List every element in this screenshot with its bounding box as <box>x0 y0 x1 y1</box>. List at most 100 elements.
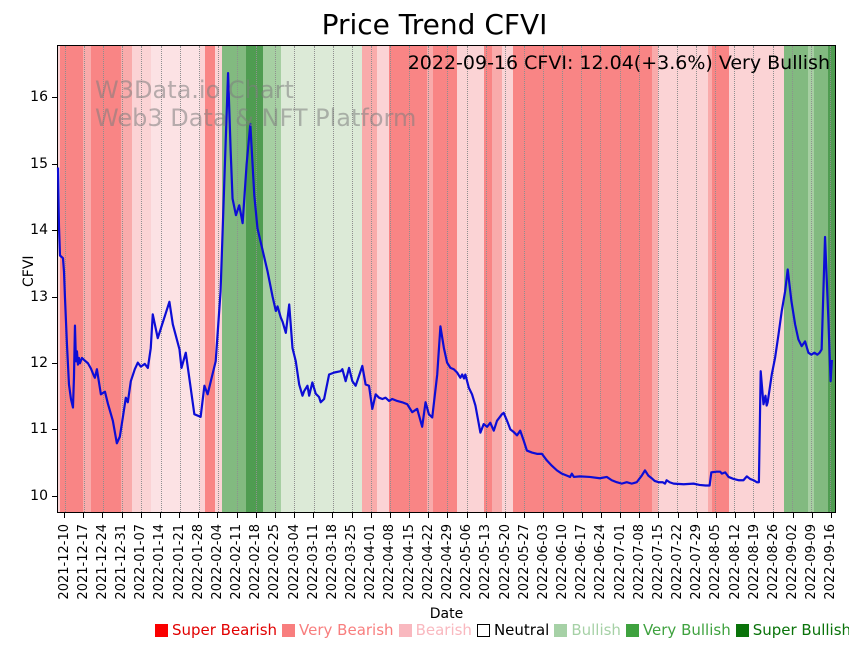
x-tick-label: 2022-03-18 <box>324 519 340 605</box>
sentiment-band-green_dark <box>245 46 264 512</box>
sentiment-band-pink_light <box>729 46 784 512</box>
x-tick-mark <box>811 513 813 518</box>
x-tick-label: 2022-02-18 <box>248 519 264 605</box>
gridline <box>370 46 372 512</box>
x-tick-label: 2022-04-15 <box>401 519 417 605</box>
y-tick-mark <box>52 97 57 99</box>
legend-label: Very Bullish <box>642 621 731 639</box>
cfvi-line-chart <box>56 71 834 487</box>
sentiment-band-salmon <box>711 46 730 512</box>
x-tick-mark <box>543 513 545 518</box>
x-tick-label: 2021-12-24 <box>94 519 110 605</box>
x-tick-label: 2022-07-29 <box>689 519 705 605</box>
legend-label: Bullish <box>571 621 621 639</box>
x-tick-mark <box>600 513 602 518</box>
x-tick-mark <box>64 513 65 518</box>
x-tick-mark <box>658 513 660 518</box>
x-tick-label: 2021-12-17 <box>75 519 91 605</box>
x-tick-label-text: 2022-02-18 <box>248 524 264 600</box>
y-tick-label: 10 <box>30 487 48 504</box>
x-tick-label: 2022-08-05 <box>708 519 724 605</box>
x-tick-mark <box>466 513 468 518</box>
x-tick-label: 2022-06-24 <box>593 519 609 605</box>
gridline <box>562 46 564 512</box>
x-tick-label-text: 2022-08-05 <box>708 524 724 600</box>
y-tick-label: 13 <box>30 288 48 305</box>
x-tick-label: 2022-08-26 <box>765 519 781 605</box>
gridline <box>753 46 755 512</box>
gridline <box>772 46 774 512</box>
x-tick-label: 2022-09-09 <box>804 519 820 605</box>
x-tick-label-text: 2022-09-16 <box>823 524 839 600</box>
legend-swatch <box>625 623 639 637</box>
x-tick-mark <box>255 513 257 518</box>
gridline <box>581 46 583 512</box>
sentiment-band-pink_med <box>427 46 434 512</box>
x-tick-mark <box>351 513 353 518</box>
x-tick-label: 2022-04-01 <box>363 519 379 605</box>
x-tick-label-text: 2021-12-31 <box>114 524 130 600</box>
x-tick-mark <box>485 513 487 518</box>
x-tick-mark <box>198 513 200 518</box>
x-tick-label-text: 2022-04-08 <box>382 524 398 600</box>
sentiment-band-pink_med <box>121 46 132 512</box>
sentiment-band-green_med <box>814 46 829 512</box>
legend-swatch <box>398 623 412 637</box>
x-tick-label-text: 2022-07-15 <box>650 524 666 600</box>
x-tick-mark <box>428 513 430 518</box>
x-tick-mark <box>773 513 775 518</box>
x-tick-label-text: 2022-01-21 <box>171 524 187 600</box>
sentiment-band-green_dark <box>828 46 835 512</box>
sentiment-band-pink_light <box>501 46 514 512</box>
x-tick-mark <box>620 513 622 518</box>
gridline <box>447 46 449 512</box>
x-tick-label-text: 2022-06-24 <box>593 524 609 600</box>
x-tick-label: 2022-03-11 <box>305 519 321 605</box>
x-tick-mark <box>830 513 832 518</box>
gridline <box>409 46 411 512</box>
x-tick-label: 2022-03-04 <box>286 519 302 605</box>
legend-swatch <box>282 623 296 637</box>
gridline <box>122 46 124 512</box>
x-tick-mark <box>294 513 296 518</box>
x-tick-label: 2022-03-25 <box>344 519 360 605</box>
sentiment-band-green_mlight <box>263 46 282 512</box>
gridline <box>141 46 143 512</box>
x-tick-label: 2022-02-11 <box>229 519 245 605</box>
x-tick-label: 2022-06-03 <box>535 519 551 605</box>
sentiment-band-pink_med <box>651 46 659 512</box>
x-tick-label-text: 2022-05-20 <box>497 524 513 600</box>
sentiment-band-salmon <box>513 46 652 512</box>
plot-area: W3Data.io Chart Web3 Data & NFT Platform… <box>56 45 836 513</box>
watermark-line1: W3Data.io Chart <box>95 76 294 104</box>
x-tick-mark <box>754 513 756 518</box>
x-tick-label-text: 2022-01-07 <box>133 524 149 600</box>
x-tick-mark <box>696 513 698 518</box>
sentiment-band-pink_med <box>492 46 502 512</box>
x-tick-label: 2022-01-28 <box>190 519 206 605</box>
gridline <box>84 46 86 512</box>
x-tick-label: 2022-09-02 <box>785 519 801 605</box>
y-tick-label: 16 <box>30 89 48 106</box>
x-tick-mark <box>792 513 794 518</box>
gridline <box>543 46 545 512</box>
x-tick-label-text: 2021-12-10 <box>56 524 72 600</box>
x-tick-label: 2022-07-22 <box>670 519 686 605</box>
x-tick-mark <box>562 513 564 518</box>
gridline <box>390 46 392 512</box>
x-tick-mark <box>83 513 85 518</box>
x-tick-mark <box>313 513 315 518</box>
gridline <box>791 46 793 512</box>
legend-item-super-bearish: Super Bearish <box>154 621 277 639</box>
gridline <box>237 46 239 512</box>
x-tick-label-text: 2022-08-12 <box>727 524 743 600</box>
gridline <box>428 46 430 512</box>
sentiment-band-pink_light <box>377 46 390 512</box>
x-tick-label-text: 2021-12-24 <box>94 524 110 600</box>
x-tick-label: 2022-05-27 <box>516 519 532 605</box>
legend-swatch <box>476 623 490 637</box>
x-tick-label-text: 2022-04-01 <box>363 524 379 600</box>
gridline <box>485 46 487 512</box>
sentiment-band-salmon <box>389 46 428 512</box>
